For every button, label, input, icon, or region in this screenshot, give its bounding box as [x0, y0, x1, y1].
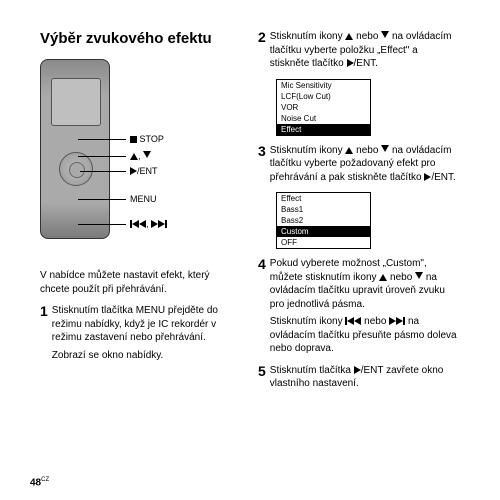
label-ent: /ENT [130, 166, 158, 176]
label-stop: STOP [130, 134, 164, 144]
menu-item: Mic Sensitivity [277, 80, 370, 91]
menu-item: Custom [277, 226, 370, 237]
page-title: Výběr zvukového efektu [40, 30, 240, 47]
menu-item: Effect [277, 193, 370, 204]
menu-item: Effect [277, 124, 370, 135]
caption: V nabídce můžete nastavit efekt, který c… [40, 269, 240, 296]
menu-item: Bass1 [277, 204, 370, 215]
label-updown: , [130, 151, 151, 161]
step-1: 1 Stisknutím tlačítka MENU přejděte do r… [40, 304, 240, 362]
menu-item: VOR [277, 102, 370, 113]
device-diagram: STOP , /ENT MENU , [40, 59, 240, 259]
menu-box-2: EffectBass1Bass2CustomOFF [276, 192, 371, 249]
step-4: 4 Pokud vyberete možnost „Custom", můžet… [258, 257, 458, 356]
step-2: 2 Stisknutím ikony nebo na ovládacím tla… [258, 30, 458, 71]
menu-item: Noise Cut [277, 113, 370, 124]
page-number: 48CZ [30, 477, 49, 488]
menu-item: OFF [277, 237, 370, 248]
menu-item: Bass2 [277, 215, 370, 226]
label-menu: MENU [130, 194, 157, 204]
step-3: 3 Stisknutím ikony nebo na ovládacím tla… [258, 144, 458, 185]
menu-box-1: Mic SensitivityLCF(Low Cut)VORNoise CutE… [276, 79, 371, 136]
menu-item: LCF(Low Cut) [277, 91, 370, 102]
step-5: 5 Stisknutím tlačítka /ENT zavřete okno … [258, 364, 458, 391]
label-skip: , [130, 219, 167, 229]
